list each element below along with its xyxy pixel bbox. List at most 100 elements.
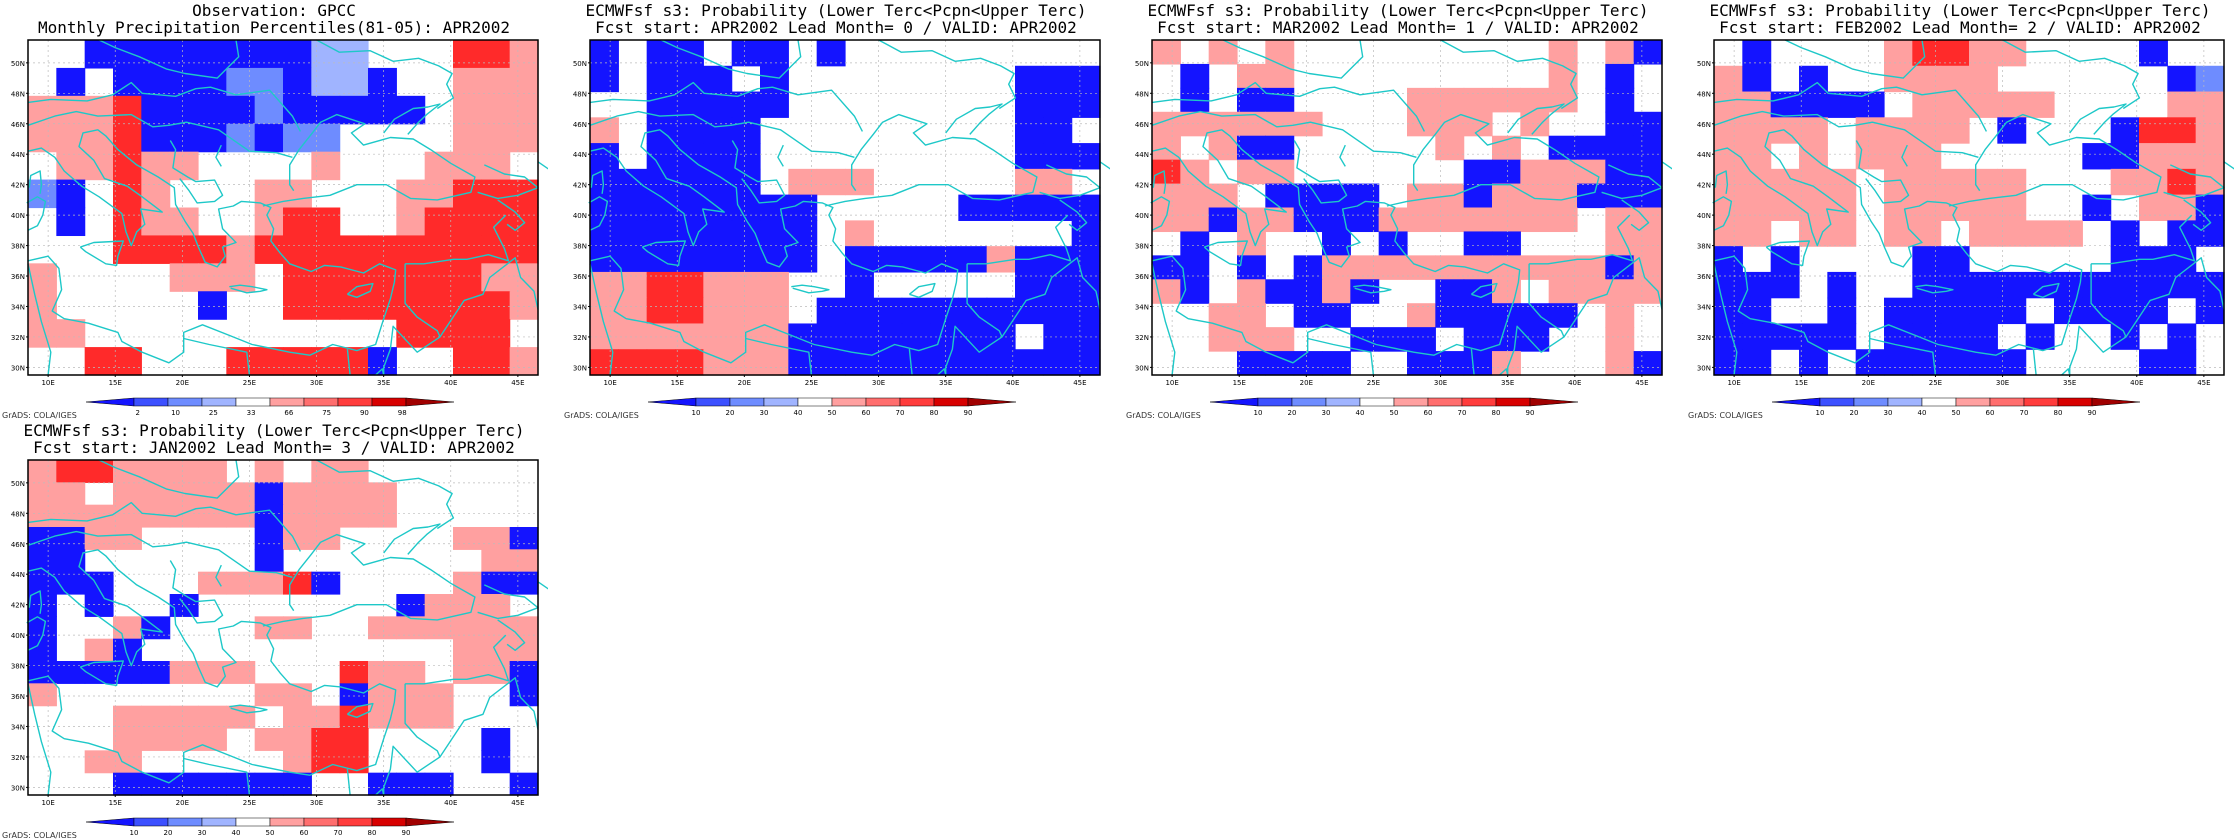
panel-title-line1: ECMWFsf s3: Probability (Lower Terc<Pcpn… — [23, 421, 525, 440]
grid-cell — [788, 349, 818, 376]
lon-label: 30E — [310, 379, 323, 387]
lat-label: 32N — [11, 334, 25, 342]
grid-cell — [1548, 40, 1578, 65]
grid-cell — [396, 319, 426, 348]
grid-cell — [2167, 194, 2197, 221]
lat-label: 44N — [1697, 151, 1711, 159]
grid-cell — [1043, 65, 1073, 93]
coastline — [229, 704, 268, 714]
colorbar-segment — [647, 397, 697, 407]
colorbar-segment — [201, 397, 237, 407]
grid-cell — [84, 594, 114, 617]
grid-cell — [646, 194, 676, 221]
grid-cell — [424, 179, 454, 209]
colorbar-segment — [235, 817, 271, 827]
grid-cell — [113, 661, 142, 684]
grid-cell — [396, 179, 426, 209]
grid-cell — [703, 117, 733, 144]
grid-cell — [481, 95, 511, 125]
grid-cell — [56, 549, 86, 573]
colorbar-label: 30 — [1322, 409, 1331, 417]
grid-cell — [1322, 351, 1351, 376]
grid-cell — [113, 772, 142, 796]
colorbar-segment — [1257, 397, 1293, 407]
grid-cell — [1997, 40, 2027, 67]
grid-cell — [845, 323, 874, 350]
colorbar-segment — [1887, 397, 1923, 407]
coastline — [878, 39, 1017, 110]
graticule — [590, 40, 1100, 375]
colorbar-segment — [865, 397, 901, 407]
grid-cell — [84, 123, 114, 153]
grid-cell — [254, 728, 284, 751]
grid-cell — [2195, 91, 2225, 118]
colorbar-segment — [2091, 397, 2141, 407]
grid-cell — [1799, 220, 1828, 247]
grid-cell — [1463, 303, 1493, 328]
grid-cell — [509, 549, 539, 573]
colorbar-label: 20 — [1288, 409, 1297, 417]
grid-cell — [646, 40, 676, 67]
coastline — [1855, 140, 1910, 204]
grid-cell — [396, 263, 426, 292]
grid-cell — [1492, 231, 1521, 256]
coastline — [967, 214, 1072, 265]
grid-cell — [901, 246, 931, 273]
coastline — [2091, 214, 2196, 265]
grid-cell — [2025, 91, 2055, 118]
grid-cell — [1180, 231, 1210, 256]
colorbar-label: 90 — [2088, 409, 2097, 417]
grid-cell — [226, 772, 256, 796]
grid-cell — [311, 504, 341, 528]
grid-cell — [1605, 327, 1635, 352]
lat-label: 34N — [1697, 303, 1711, 311]
grid-cell — [1827, 271, 1857, 299]
grid-cell — [1435, 303, 1465, 328]
grid-cell — [1435, 87, 1465, 113]
colorbar-label: 50 — [266, 829, 275, 837]
grid-cell — [1912, 246, 1942, 273]
grid-cell — [1997, 220, 2027, 247]
grid-cell — [113, 527, 142, 550]
grid-cell — [311, 263, 341, 292]
grid-cell — [930, 297, 959, 325]
grid-cell — [1463, 231, 1493, 256]
grid-cell — [198, 291, 227, 320]
grid-cell — [283, 504, 312, 528]
colorbar-label: 70 — [1458, 409, 1467, 417]
grid-cell — [1071, 349, 1101, 376]
colorbar-label: 70 — [334, 829, 343, 837]
grid-cell — [254, 616, 284, 640]
colorbar-segment — [729, 397, 765, 407]
grid-cell — [1714, 91, 1743, 118]
grid-cell — [368, 683, 397, 707]
grid-cell — [1605, 255, 1635, 280]
colorbar-segment — [1771, 397, 1821, 407]
grid-cell — [760, 349, 789, 376]
grid-cell — [873, 349, 903, 376]
grid-cell — [646, 65, 676, 93]
grid-cell — [590, 349, 619, 376]
grid-cell — [254, 527, 284, 550]
coastline — [346, 769, 351, 796]
grid-cell — [958, 246, 988, 273]
coastline — [28, 590, 43, 614]
grid-cell — [1912, 65, 1942, 93]
colorbar-segment — [967, 397, 1017, 407]
coastline — [2223, 161, 2234, 170]
grid-cell — [1855, 349, 1885, 376]
grid-cell — [1071, 297, 1101, 325]
grid-cell — [113, 705, 142, 729]
grid-cell — [1884, 168, 1913, 196]
grid-cell — [509, 616, 539, 640]
grid-cell — [453, 179, 482, 209]
colorbar-label: 40 — [232, 829, 241, 837]
lon-label: 35E — [1501, 379, 1514, 387]
lat-label: 42N — [1697, 182, 1711, 190]
grid-cell — [1293, 279, 1323, 304]
grid-cell — [283, 123, 312, 153]
coastline — [183, 337, 251, 376]
grid-cell — [1633, 351, 1663, 376]
grid-cell — [1997, 349, 2027, 376]
grid-cell — [1884, 349, 1913, 376]
